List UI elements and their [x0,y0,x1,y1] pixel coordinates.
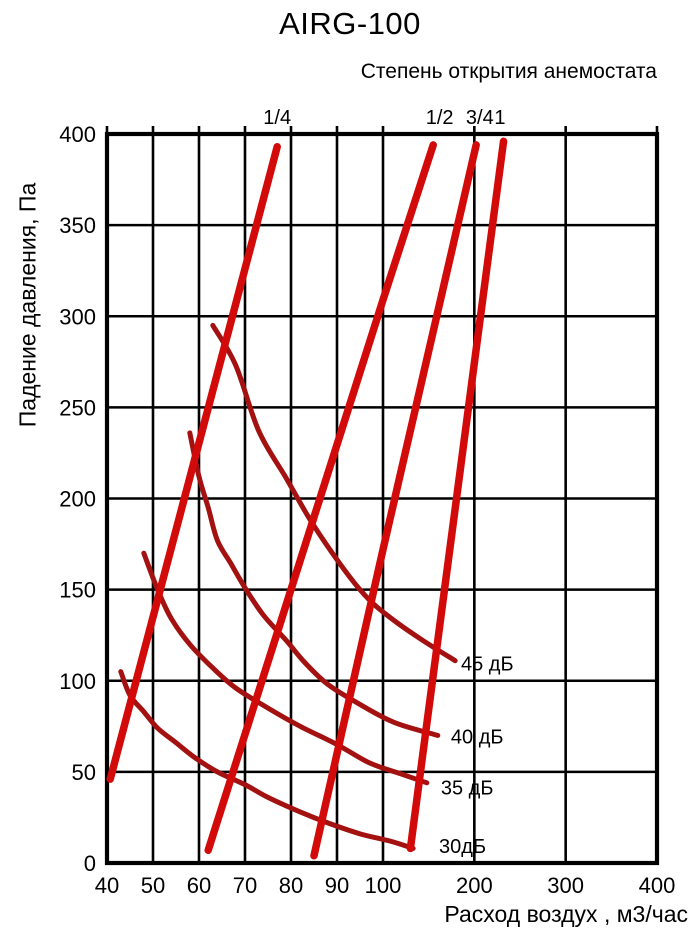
x-tick-label: 400 [639,873,676,898]
noise-curve-45db [210,322,458,664]
opening-curve-1-2 [204,141,437,854]
y-tick-label: 50 [72,760,96,785]
x-tick-label: 40 [95,873,119,898]
noise-curve-30db [118,669,416,851]
noise-curve-40db [187,430,441,738]
x-tick-label: 100 [365,873,402,898]
opening-curve-label-1-4: 1/4 [263,107,291,129]
chart-subtitle: Степень открытия анемостата [360,60,657,83]
x-tick-label: 60 [187,873,211,898]
noise-curve-label-35db: 35 дБ [441,777,494,799]
y-tick-label: 400 [59,122,96,147]
noise-curve-35db [141,550,430,786]
y-tick-label: 300 [59,304,96,329]
y-tick-label: 0 [84,851,96,876]
opening-curve-1 [406,137,508,853]
x-tick-label: 50 [141,873,165,898]
noise-curve-label-40db: 40 дБ [451,726,504,748]
page-title: AIRG-100 [279,6,421,41]
x-tick-label: 300 [547,873,584,898]
x-tick-label: 90 [325,873,349,898]
opening-curve-1-4 [106,143,281,783]
y-tick-label: 350 [59,213,96,238]
noise-curve-label-45db: 45 дБ [461,654,514,676]
x-tick-label: 80 [279,873,303,898]
x-axis-title: Расход воздух , м3/час [444,901,688,927]
opening-curve-3-4 [310,141,480,860]
x-tick-label: 200 [456,873,493,898]
plot-border [104,131,660,866]
y-tick-label: 200 [59,487,96,512]
y-tick-label: 100 [59,669,96,694]
x-tick-label: 70 [233,873,257,898]
noise-curve-label-30db: 30дБ [439,836,486,858]
y-tick-label: 250 [59,395,96,420]
y-tick-label: 150 [59,578,96,603]
opening-curve-label-1-2: 1/2 [426,107,454,129]
opening-curve-label-3-4: 3/4 [466,107,494,129]
opening-curve-label-1: 1 [494,107,505,129]
